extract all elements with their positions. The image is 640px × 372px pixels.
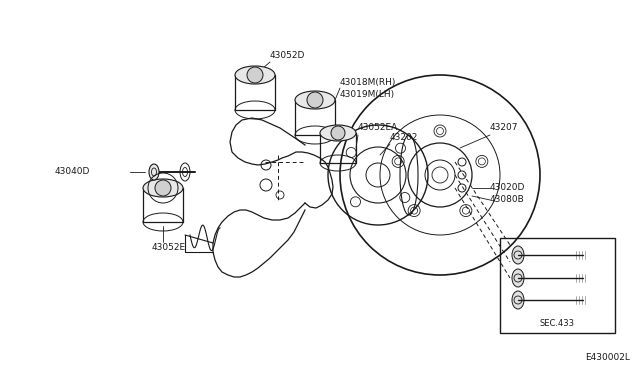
Text: SEC.433: SEC.433 bbox=[540, 318, 575, 327]
Text: 43020D: 43020D bbox=[490, 183, 525, 192]
Text: 43040D: 43040D bbox=[55, 167, 90, 176]
Text: 43080B: 43080B bbox=[490, 196, 525, 205]
Circle shape bbox=[155, 180, 171, 196]
Ellipse shape bbox=[320, 125, 356, 141]
Text: 43052EA: 43052EA bbox=[358, 124, 398, 132]
Ellipse shape bbox=[295, 91, 335, 109]
Text: E430002L: E430002L bbox=[585, 353, 630, 362]
Circle shape bbox=[247, 67, 263, 83]
Bar bbox=[500, 238, 615, 333]
Text: 43052D: 43052D bbox=[270, 51, 305, 60]
Text: 43207: 43207 bbox=[490, 124, 518, 132]
Ellipse shape bbox=[235, 66, 275, 84]
Ellipse shape bbox=[512, 269, 524, 287]
Circle shape bbox=[331, 126, 345, 140]
Text: 43052E: 43052E bbox=[152, 244, 186, 253]
Text: 43202: 43202 bbox=[390, 134, 419, 142]
Ellipse shape bbox=[143, 179, 183, 197]
Ellipse shape bbox=[512, 291, 524, 309]
Ellipse shape bbox=[512, 246, 524, 264]
Circle shape bbox=[307, 92, 323, 108]
Text: 43019M(LH): 43019M(LH) bbox=[340, 90, 395, 99]
Text: 43018M(RH): 43018M(RH) bbox=[340, 77, 396, 87]
Ellipse shape bbox=[149, 164, 159, 180]
